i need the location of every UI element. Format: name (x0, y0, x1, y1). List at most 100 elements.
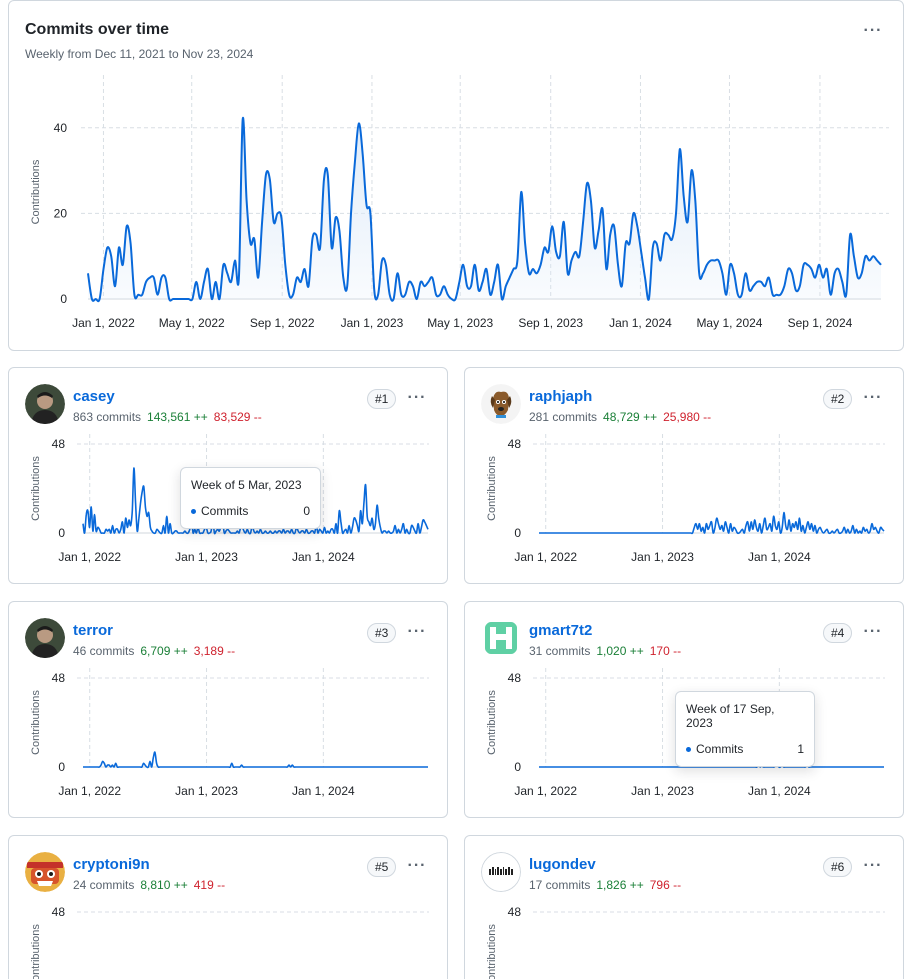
x-tick-label: Jan 1, 2023 (175, 784, 238, 798)
contributor-chart-svg: Contributions 0 48 Jan 1, 2022 Jan 1, 2023 Ja… (486, 668, 885, 798)
contributor-chart-svg: Contributions 48 (486, 905, 885, 979)
kebab-horizontal-icon[interactable]: ··· (407, 857, 427, 874)
avatar-mask-icon[interactable] (25, 852, 65, 892)
y-tick-label: 48 (52, 905, 66, 919)
x-tick-label: Jan 1, 2022 (72, 316, 135, 330)
rank-badge: #4 (823, 623, 853, 643)
contributor-stats: 17 commits 1,826 ++ 796 -- (529, 878, 681, 892)
x-tick-label: Jan 1, 2023 (175, 550, 238, 564)
contributor-chart-svg: Contributions 0 48 Jan 1, 2022 Jan 1, 2023 Ja… (30, 434, 429, 564)
y-axis-label: Contributions (30, 456, 42, 521)
contributor-card: lugondev 17 commits 1,826 ++ 796 -- #6 ··· Con… (464, 835, 904, 979)
commit-count[interactable]: 863 commits (73, 410, 142, 424)
kebab-horizontal-icon[interactable]: ··· (407, 623, 427, 640)
y-tick-label: 48 (52, 437, 66, 451)
x-tick-label: May 1, 2024 (696, 316, 762, 330)
series-line (83, 751, 428, 769)
contributor-name[interactable]: lugondev (529, 856, 596, 873)
y-tick-label: 0 (514, 526, 521, 540)
commit-count[interactable]: 17 commits (529, 878, 591, 892)
contributor-name[interactable]: raphjaph (529, 388, 593, 405)
tooltip-value: 0 (303, 504, 310, 518)
contributor-name[interactable]: casey (73, 388, 115, 405)
contributor-chart-svg: Contributions 0 48 Jan 1, 2022 Jan 1, 2023 Ja… (486, 434, 885, 564)
series-line (82, 467, 429, 535)
series-dot-icon (686, 747, 691, 753)
series-line (87, 116, 882, 303)
deletions-count: 419 -- (193, 878, 226, 892)
commit-count[interactable]: 24 commits (73, 878, 135, 892)
commit-count[interactable]: 46 commits (73, 644, 135, 658)
y-tick-label: 0 (514, 760, 521, 774)
commits-over-time-card: Commits over time Weekly from Dec 11, 20… (8, 0, 904, 351)
y-axis-label: Contributions (30, 924, 42, 979)
y-tick-label: 48 (52, 671, 66, 685)
avatar-photo-icon[interactable] (25, 618, 65, 658)
x-tick-label: Jan 1, 2022 (514, 550, 577, 564)
x-tick-label: Sep 1, 2024 (788, 316, 853, 330)
rank-badge: #3 (367, 623, 397, 643)
y-axis-label: Contributions (486, 924, 498, 979)
contributor-chart-svg: Contributions 0 48 Jan 1, 2022 Jan 1, 2023 Ja… (30, 668, 429, 798)
hover-tooltip: Week of 17 Sep, 2023 Commits 1 (675, 691, 815, 767)
y-axis-label: Contributions (30, 159, 42, 224)
avatar-photo-icon[interactable] (25, 384, 65, 424)
x-tick-label: Sep 1, 2023 (518, 316, 583, 330)
contributor-stats: 31 commits 1,020 ++ 170 -- (529, 644, 681, 658)
rank-badge: #2 (823, 389, 853, 409)
y-tick-label: 0 (60, 292, 67, 306)
x-tick-label: Jan 1, 2023 (631, 550, 694, 564)
x-tick-label: Jan 1, 2024 (748, 784, 811, 798)
contributor-stats: 24 commits 8,810 ++ 419 -- (73, 878, 225, 892)
contributor-stats: 863 commits 143,561 ++ 83,529 -- (73, 410, 262, 424)
additions-count: 1,020 ++ (596, 644, 644, 658)
contributor-name[interactable]: cryptoni9n (73, 856, 150, 873)
deletions-count: 170 -- (649, 644, 682, 658)
x-tick-label: Jan 1, 2022 (514, 784, 577, 798)
y-tick-label: 40 (54, 121, 68, 135)
contributor-stats: 281 commits 48,729 ++ 25,980 -- (529, 410, 711, 424)
kebab-horizontal-icon[interactable]: ··· (863, 22, 883, 39)
y-tick-label: 20 (54, 206, 68, 220)
tooltip-value: 1 (797, 742, 804, 756)
contributor-name[interactable]: gmart7t2 (529, 622, 593, 639)
x-tick-label: Jan 1, 2022 (58, 784, 121, 798)
contributor-card: terror 46 commits 6,709 ++ 3,189 -- #3 ··· Con… (8, 601, 448, 818)
deletions-count: 3,189 -- (193, 644, 236, 658)
main-chart-svg: Contributions 0 20 40 Jan 1, 2022 May 1, 2022… (30, 75, 889, 330)
kebab-horizontal-icon[interactable]: ··· (863, 623, 883, 640)
kebab-horizontal-icon[interactable]: ··· (407, 389, 427, 406)
additions-count: 48,729 ++ (603, 410, 658, 424)
tooltip-row: Commits 1 (686, 742, 804, 756)
avatar-dog-icon[interactable] (481, 384, 521, 424)
x-tick-label: Jan 1, 2022 (58, 550, 121, 564)
commit-count[interactable]: 31 commits (529, 644, 591, 658)
y-tick-label: 0 (58, 760, 65, 774)
x-tick-label: Jan 1, 2024 (609, 316, 672, 330)
tooltip-row: Commits 0 (191, 504, 310, 518)
commit-count[interactable]: 281 commits (529, 410, 598, 424)
x-tick-label: Jan 1, 2023 (631, 784, 694, 798)
y-tick-label: 0 (58, 526, 65, 540)
rank-badge: #6 (823, 857, 853, 877)
x-tick-label: Sep 1, 2022 (250, 316, 315, 330)
deletions-count: 25,980 -- (663, 410, 712, 424)
y-tick-label: 48 (508, 905, 522, 919)
deletions-count: 796 -- (649, 878, 682, 892)
kebab-horizontal-icon[interactable]: ··· (863, 389, 883, 406)
x-tick-label: May 1, 2023 (427, 316, 493, 330)
y-tick-label: 48 (508, 671, 522, 685)
contributor-name[interactable]: terror (73, 622, 114, 639)
contributor-card: gmart7t2 31 commits 1,020 ++ 170 -- #4 ··· Con… (464, 601, 904, 818)
contributor-card: raphjaph 281 commits 48,729 ++ 25,980 -- #2 ·… (464, 367, 904, 584)
contributor-stats: 46 commits 6,709 ++ 3,189 -- (73, 644, 235, 658)
y-tick-label: 48 (508, 437, 522, 451)
x-tick-label: Jan 1, 2024 (292, 784, 355, 798)
tooltip-label: Commits (696, 742, 744, 756)
additions-count: 6,709 ++ (140, 644, 188, 658)
avatar-pixel-icon[interactable] (481, 852, 521, 892)
x-tick-label: Jan 1, 2024 (748, 550, 811, 564)
kebab-horizontal-icon[interactable]: ··· (863, 857, 883, 874)
avatar-identicon-icon[interactable] (481, 618, 521, 658)
y-axis-label: Contributions (486, 690, 498, 755)
